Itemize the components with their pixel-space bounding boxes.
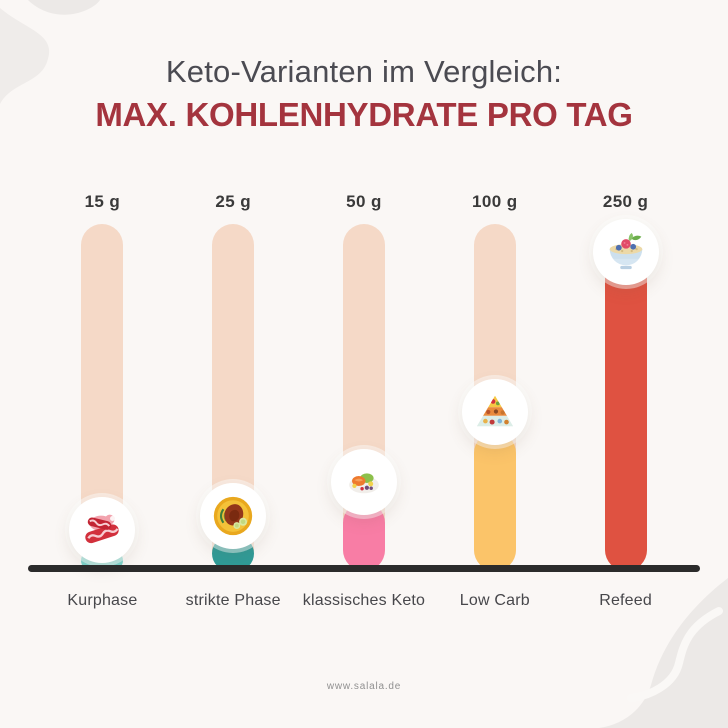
value-label: 250 g: [602, 192, 649, 211]
meat-icon: [85, 514, 120, 544]
chart-columns: 15 g: [37, 190, 691, 610]
bar-track: [592, 219, 659, 571]
carbs-bar-chart: 15 g: [28, 190, 700, 620]
bar-track: [330, 224, 397, 571]
food-pyramid-icon: [476, 395, 513, 427]
chart-column-kurphase: 15 g: [37, 190, 168, 610]
category-label: Kurphase: [67, 592, 138, 609]
header: Keto-Varianten im Vergleich: MAX. KOHLEN…: [0, 52, 728, 138]
page-title: Keto-Varianten im Vergleich:: [165, 54, 563, 89]
category-label: strikte Phase: [185, 592, 281, 609]
footer-url: www.salala.de: [326, 681, 402, 692]
value-label: 50 g: [346, 192, 382, 211]
chart-column-strikte-phase: 25 g: [168, 190, 299, 610]
icon-circle: [461, 379, 528, 446]
bar-track: [69, 224, 136, 571]
muesli-bowl-icon: [609, 232, 642, 270]
value-label: 100 g: [472, 192, 518, 211]
chart-column-low-carb: 100 g: [429, 190, 560, 610]
category-label: Low Carb: [459, 592, 530, 609]
page-subtitle: MAX. KOHLENHYDRATE PRO TAG: [95, 96, 633, 133]
x-axis-line: [28, 565, 700, 572]
steak-plate-icon: [214, 497, 253, 536]
icon-circle: [330, 448, 397, 515]
icon-circle: [200, 483, 267, 550]
category-label: Refeed: [599, 592, 652, 609]
value-label: 25 g: [215, 192, 251, 211]
icon-circle: [592, 219, 659, 285]
chart-column-refeed: 250 g: [560, 190, 691, 610]
value-label: 15 g: [84, 192, 121, 211]
chart-column-klassisches-keto: 50 g: [299, 190, 430, 610]
keto-plate-icon: [344, 472, 384, 497]
bar-track: [461, 224, 528, 571]
icon-circle: [69, 497, 136, 564]
bar-fill: [473, 432, 516, 571]
bar-track: [200, 224, 267, 571]
category-label: klassisches Keto: [302, 592, 426, 609]
